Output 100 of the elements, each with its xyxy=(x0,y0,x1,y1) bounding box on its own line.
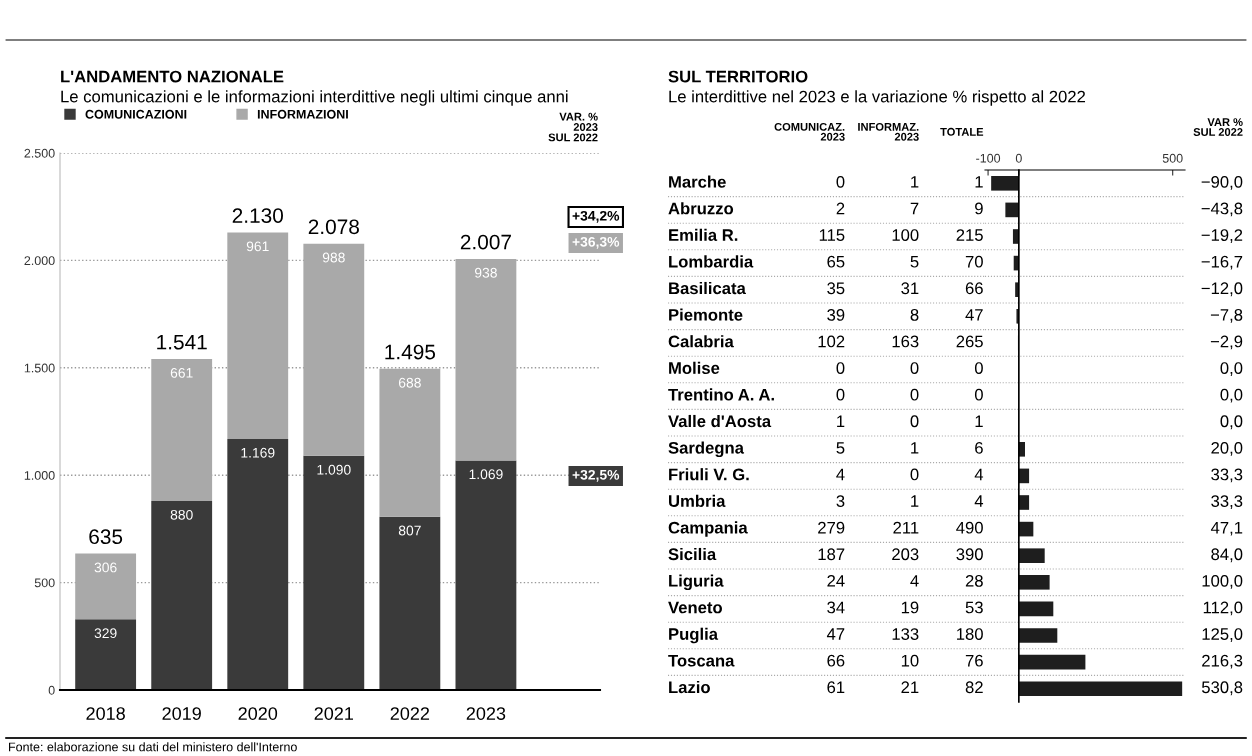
data-label: 47 xyxy=(826,628,845,640)
data-label: −16,7 xyxy=(1201,255,1243,270)
data-label: 112,0 xyxy=(1203,601,1243,616)
data-label: 21 xyxy=(901,681,919,694)
text: COMUNICAZ. 2023 xyxy=(774,122,845,141)
data-label: 0 xyxy=(910,468,919,481)
data-label: 180 xyxy=(957,628,983,640)
category-label: Lombardia xyxy=(669,255,754,268)
x-tick-label: 500 xyxy=(1162,153,1183,163)
data-label: 961 xyxy=(246,241,269,252)
data-label: 2 xyxy=(836,202,845,215)
data-label: 1 xyxy=(975,415,983,428)
y-tick-label: 0 xyxy=(48,685,55,695)
y-tick-label: 500 xyxy=(34,578,55,588)
x-tick-label: 2021 xyxy=(314,707,354,720)
y-tick-label: 2.000 xyxy=(24,256,55,266)
data-label: 66 xyxy=(827,654,845,667)
data-label: 102 xyxy=(818,335,845,348)
legend-label: INFORMAZIONI xyxy=(257,109,348,119)
data-label: 187 xyxy=(818,548,845,561)
data-label: 24 xyxy=(827,574,845,587)
category-label: Umbria xyxy=(669,494,726,507)
data-label: 76 xyxy=(965,654,983,667)
y-tick-label: 2.500 xyxy=(24,148,55,158)
data-label: 0 xyxy=(910,362,919,374)
data-label: 880 xyxy=(170,509,193,520)
chart-subtitle: Le comunicazioni e le informazioni interdittive negli ultimi cinque anni xyxy=(61,90,568,106)
category-label: Abruzzo xyxy=(668,202,734,215)
x-tick-label: 0 xyxy=(1015,153,1022,163)
data-label: 279 xyxy=(818,521,845,534)
data-label: 390 xyxy=(956,548,983,561)
text: +32,5% xyxy=(572,469,620,482)
data-label: 4 xyxy=(974,468,984,481)
data-label: 4 xyxy=(836,468,845,481)
data-label: 0,0 xyxy=(1220,388,1243,403)
category-label: Basilicata xyxy=(669,281,746,295)
y-tick-label: 1.500 xyxy=(24,363,55,373)
data-label: 35 xyxy=(827,282,845,295)
data-label: 28 xyxy=(965,574,983,587)
text: INFORMAZ. 2023 xyxy=(858,122,919,141)
data-label: 1.090 xyxy=(317,464,351,475)
data-label: 329 xyxy=(94,628,117,639)
y-tick-label: 1.000 xyxy=(24,471,55,480)
text: VAR % SUL 2022 xyxy=(1193,118,1243,136)
category-label: Emilia R. xyxy=(669,228,738,241)
data-label: −90,0 xyxy=(1201,175,1243,190)
data-label: 34 xyxy=(827,601,845,614)
data-label: 215 xyxy=(956,229,983,241)
category-label: Toscana xyxy=(668,654,735,667)
text: Le interdittive nel 2023 e la variazione % rispetto al 2022 xyxy=(669,90,1086,106)
data-label: 1.069 xyxy=(469,469,503,480)
source-note: Fonte: elaborazione su dati del ministero dell'Interno xyxy=(9,742,297,752)
text: +36,3% xyxy=(572,236,620,249)
data-label: 100 xyxy=(892,229,919,241)
data-label: 65 xyxy=(827,255,845,268)
legend-label: COMUNICAZIONI xyxy=(85,109,187,119)
data-label: 1 xyxy=(975,176,983,188)
data-label: 988 xyxy=(322,252,345,263)
data-label: 20,0 xyxy=(1211,441,1243,456)
data-label: 688 xyxy=(398,377,421,388)
data-label: 8 xyxy=(910,308,919,321)
data-label: −7,8 xyxy=(1210,308,1243,323)
data-label: −12,0 xyxy=(1201,282,1243,297)
total-label: 1.495 xyxy=(385,344,436,360)
category-label: Puglia xyxy=(669,627,719,644)
data-label: 216,3 xyxy=(1202,654,1243,669)
category-label: Friuli V. G. xyxy=(669,468,749,481)
data-label: 490 xyxy=(956,521,983,534)
data-label: 66 xyxy=(965,282,983,295)
category-label: Piemonte xyxy=(669,308,743,321)
category-label: Liguria xyxy=(669,574,724,591)
data-label: 125,0 xyxy=(1202,628,1243,642)
data-label: 0 xyxy=(910,388,919,401)
data-label: 5 xyxy=(910,255,919,268)
data-label: 19 xyxy=(901,601,919,614)
data-label: 133 xyxy=(892,628,919,640)
x-tick-label: 2020 xyxy=(238,707,278,720)
total-label: 2.078 xyxy=(308,219,359,235)
category-label: Veneto xyxy=(668,601,722,614)
data-label: 0 xyxy=(910,415,919,428)
data-label: 938 xyxy=(474,267,497,278)
data-label: 0 xyxy=(974,362,983,374)
data-label: 211 xyxy=(893,521,919,534)
data-label: 82 xyxy=(965,681,983,694)
data-label: 4 xyxy=(974,495,984,507)
category-label: Marche xyxy=(669,175,726,188)
x-tick-label: 2022 xyxy=(390,707,430,720)
category-label: Trentino A. A. xyxy=(668,388,774,401)
data-label: 100,0 xyxy=(1202,574,1243,589)
total-label: 2.130 xyxy=(232,208,283,223)
data-label: 661 xyxy=(170,367,193,378)
category-label: Sardegna xyxy=(668,441,745,458)
data-label: 10 xyxy=(901,654,919,667)
text: +34,2% xyxy=(572,210,620,223)
data-label: −43,8 xyxy=(1201,202,1243,217)
data-label: 1 xyxy=(911,495,919,507)
data-label: 5 xyxy=(836,442,845,454)
data-label: 0,0 xyxy=(1220,415,1243,430)
data-label: 1 xyxy=(837,415,845,428)
data-label: 33,3 xyxy=(1211,495,1243,509)
